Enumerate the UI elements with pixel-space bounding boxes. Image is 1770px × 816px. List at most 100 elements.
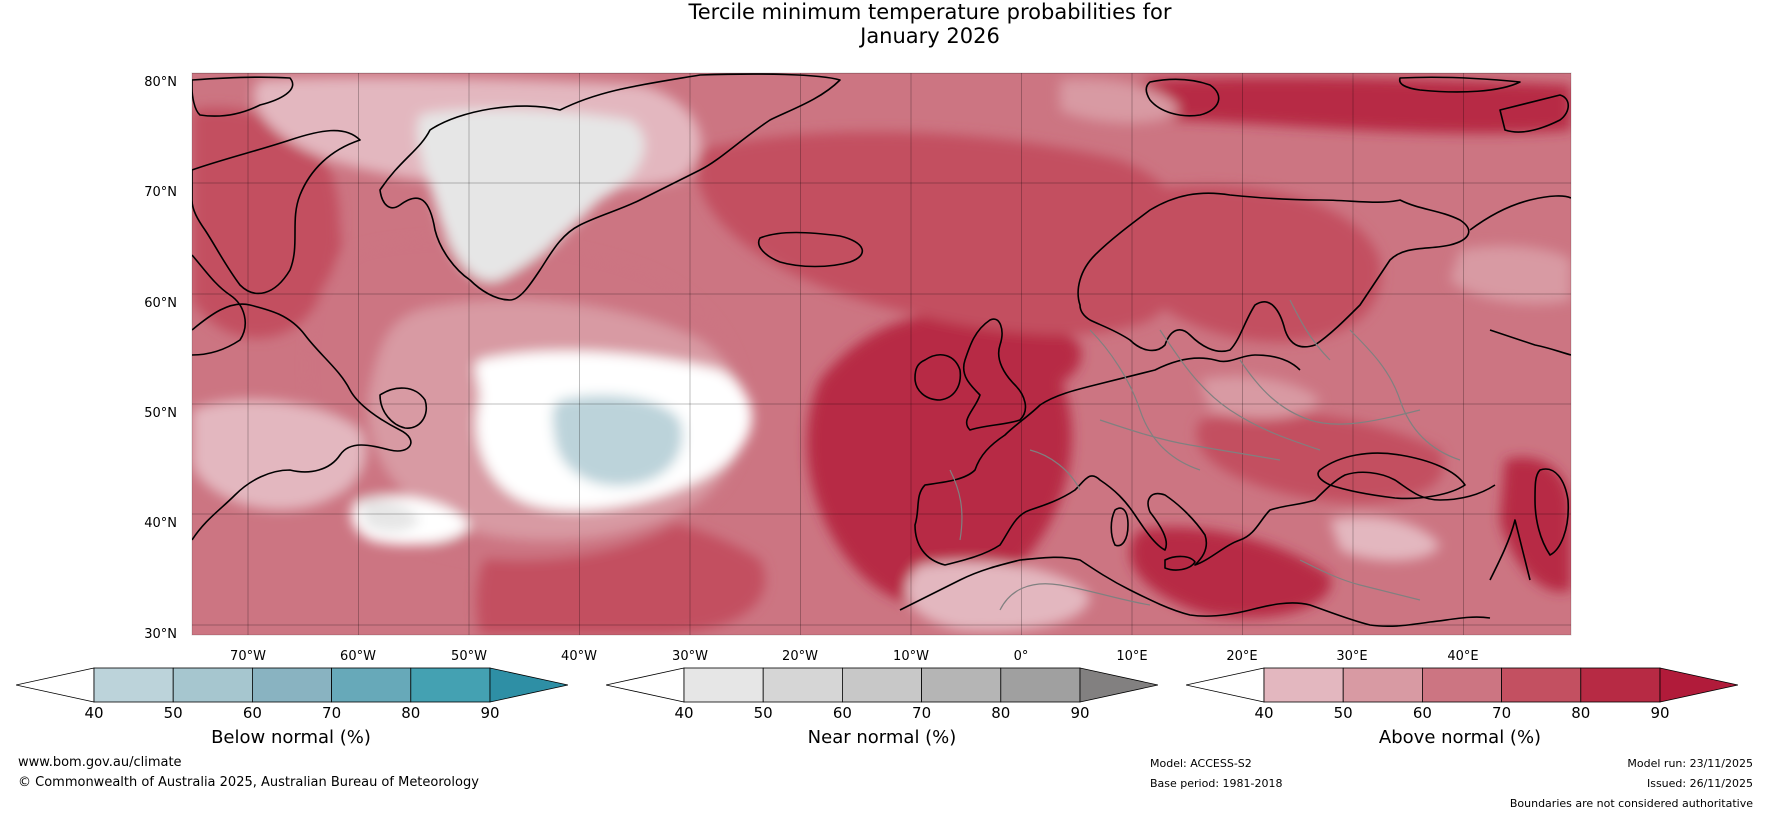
colorbar-tick-label: 70 bbox=[1492, 704, 1512, 722]
colorbar-tick-label: 50 bbox=[753, 704, 773, 722]
colorbar-tick-label: 60 bbox=[832, 704, 852, 722]
lon-label: 30°E bbox=[1336, 649, 1368, 664]
lat-label: 30°N bbox=[144, 627, 177, 642]
colorbar-segment bbox=[93, 667, 174, 703]
colorbar-tick-label: 90 bbox=[1070, 704, 1090, 722]
colorbar-segment bbox=[921, 667, 1002, 703]
above-70-region bbox=[192, 107, 340, 339]
website-link[interactable]: www.bom.gov.au/climate bbox=[18, 755, 182, 770]
scandinavia-coast bbox=[1077, 192, 1470, 353]
model-text: Model: ACCESS-S2 bbox=[1150, 757, 1252, 770]
colorbar-segment bbox=[762, 667, 843, 703]
disclaimer-text: Boundaries are not considered authoritat… bbox=[1509, 797, 1753, 810]
border-line bbox=[1349, 329, 1461, 461]
lon-label: 50°W bbox=[451, 649, 487, 664]
above-80-region bbox=[933, 315, 1082, 393]
north-africa-coast bbox=[899, 556, 1491, 628]
above-40-region bbox=[905, 561, 1090, 632]
lon-label: 10°W bbox=[893, 649, 929, 664]
colorbar-segment bbox=[410, 667, 491, 703]
colorbar-high-extension bbox=[1659, 667, 1738, 703]
below-normal-colorbar bbox=[16, 667, 568, 703]
newfoundland-coast bbox=[379, 387, 427, 429]
novaya-zemlya-coast bbox=[1499, 94, 1570, 133]
probability-contours bbox=[192, 77, 1571, 635]
border-line bbox=[1099, 419, 1281, 461]
baffin-coast bbox=[192, 129, 361, 295]
colorbar-tick-label: 40 bbox=[674, 704, 694, 722]
model-run-text: Model run: 23/11/2025 bbox=[1627, 757, 1753, 770]
colorbar-tick-label: 70 bbox=[322, 704, 342, 722]
above-80-region bbox=[1500, 457, 1571, 592]
title-line-2: January 2026 bbox=[860, 24, 1000, 48]
lon-label: 40°E bbox=[1447, 649, 1479, 664]
colorbar-segment bbox=[1421, 667, 1502, 703]
sardinia-coast bbox=[1110, 507, 1129, 547]
near-normal-colorbar bbox=[606, 667, 1158, 703]
colorbar-tick-label: 50 bbox=[1333, 704, 1353, 722]
franz-josef-coast bbox=[1398, 76, 1521, 93]
greenland-coast bbox=[379, 73, 841, 301]
border-line bbox=[1299, 559, 1421, 601]
copyright-text: © Commonwealth of Australia 2025, Austra… bbox=[18, 775, 479, 790]
colorbar-tick-label: 90 bbox=[480, 704, 500, 722]
country-borders bbox=[949, 299, 1461, 611]
colorbar-segment bbox=[1501, 667, 1582, 703]
colorbar-segment bbox=[841, 667, 922, 703]
border-line bbox=[999, 583, 1151, 611]
above-50-region bbox=[1450, 245, 1571, 304]
title-line-1: Tercile minimum temperature probabilitie… bbox=[688, 0, 1172, 24]
above-70-region bbox=[1120, 185, 1382, 342]
issued-text: Issued: 26/11/2025 bbox=[1646, 777, 1753, 790]
above-40-region bbox=[1330, 516, 1440, 561]
ireland-coast bbox=[914, 354, 962, 401]
near-normal-40-region bbox=[360, 498, 420, 532]
sicily-coast bbox=[1164, 555, 1196, 571]
colorbar-tick-label: 80 bbox=[991, 704, 1011, 722]
lon-label: 20°W bbox=[782, 649, 818, 664]
iceland-coast bbox=[758, 231, 864, 268]
above-50-region bbox=[1060, 79, 1180, 124]
near-normal-40-region bbox=[417, 108, 645, 282]
colorbar-segment bbox=[683, 667, 764, 703]
colorbar-tick-label: 50 bbox=[163, 704, 183, 722]
caspian-coast bbox=[1534, 468, 1570, 556]
colorbar-segment bbox=[1263, 667, 1344, 703]
great-britain-coast bbox=[962, 318, 1027, 431]
arctic-islands-coast bbox=[192, 76, 294, 117]
colorbar-tick-label: 70 bbox=[912, 704, 932, 722]
above-80-region bbox=[1129, 527, 1332, 618]
border-line bbox=[949, 469, 963, 541]
above-70-region bbox=[1196, 411, 1444, 503]
colorbar-segment bbox=[1000, 667, 1081, 703]
colorbar-high-extension bbox=[1079, 667, 1158, 703]
above-40-region bbox=[192, 399, 366, 510]
lon-label: 0° bbox=[1013, 649, 1029, 664]
colorbar-low-extension bbox=[16, 667, 95, 703]
near-normal-label: Near normal (%) bbox=[807, 727, 957, 748]
white-sea-coast bbox=[1489, 329, 1571, 356]
black-sea-coast bbox=[1317, 452, 1466, 500]
above-50-region bbox=[1200, 376, 1320, 419]
graticule-lines bbox=[192, 73, 1571, 635]
colorbar-tick-label: 40 bbox=[1254, 704, 1274, 722]
lon-label: 40°W bbox=[561, 649, 597, 664]
border-line bbox=[1289, 299, 1331, 361]
colorbar-tick-label: 60 bbox=[1412, 704, 1432, 722]
colorbar-tick-label: 80 bbox=[1571, 704, 1591, 722]
above-normal-colorbar bbox=[1186, 667, 1738, 703]
russian-arctic-coast bbox=[1469, 195, 1571, 231]
below-normal-label: Below normal (%) bbox=[211, 727, 371, 748]
lon-label: 10°E bbox=[1116, 649, 1148, 664]
coastlines bbox=[192, 73, 1571, 628]
base-period-text: Base period: 1981-2018 bbox=[1150, 777, 1283, 790]
below-normal-40-region bbox=[552, 395, 683, 486]
colorbar-low-extension bbox=[1186, 667, 1265, 703]
svalbard-coast bbox=[1145, 78, 1220, 117]
hudson-coast bbox=[192, 254, 246, 356]
border-line bbox=[1029, 449, 1081, 491]
colorbar-low-extension bbox=[606, 667, 685, 703]
lat-label: 40°N bbox=[144, 516, 177, 531]
colorbar-high-extension bbox=[489, 667, 568, 703]
